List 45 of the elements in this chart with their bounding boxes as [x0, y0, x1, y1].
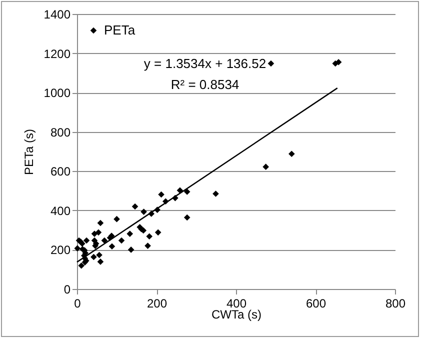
y-tick-label: 800 — [50, 125, 71, 140]
point — [90, 254, 97, 260]
y-tick-label: 1000 — [44, 86, 71, 100]
point — [262, 164, 269, 170]
point — [288, 150, 295, 158]
point — [126, 230, 134, 237]
point — [96, 252, 102, 258]
point — [140, 208, 147, 215]
x-tick-label: 200 — [146, 296, 168, 310]
point — [128, 246, 134, 253]
point — [154, 229, 162, 236]
point — [108, 243, 116, 250]
y-tick-label: 0 — [64, 282, 71, 296]
point — [146, 233, 153, 240]
point — [158, 191, 164, 198]
y-tick-label: 400 — [50, 204, 71, 218]
point — [78, 262, 85, 269]
point — [176, 187, 184, 194]
point — [268, 60, 274, 67]
point — [83, 237, 90, 244]
x-tick-label: 400 — [226, 296, 247, 310]
y-tick-label: 200 — [50, 243, 71, 258]
x-axis-title: CWTa (s) — [212, 308, 262, 322]
point — [144, 242, 151, 249]
point — [114, 216, 120, 222]
y-tick-label: 1200 — [44, 46, 71, 61]
legend-label: PETa — [104, 22, 136, 38]
annotation: R² = 0.8534 — [170, 77, 240, 92]
y-tick-label: 1400 — [44, 8, 71, 22]
x-tick-label: 800 — [385, 296, 406, 310]
point — [184, 214, 190, 221]
point — [184, 188, 190, 195]
point — [95, 229, 102, 236]
point — [132, 203, 138, 210]
point — [212, 190, 219, 197]
point — [335, 58, 342, 66]
point — [97, 220, 104, 226]
point — [118, 237, 125, 244]
y-tick-label: 600 — [50, 164, 71, 179]
y-axis-title: PETa (s) — [22, 128, 36, 176]
point — [97, 258, 104, 265]
point — [101, 237, 108, 244]
x-tick-label: 600 — [306, 296, 326, 310]
x-tick-label: 0 — [74, 296, 82, 310]
annotation: y = 1.3534x + 136.52 — [144, 56, 266, 71]
